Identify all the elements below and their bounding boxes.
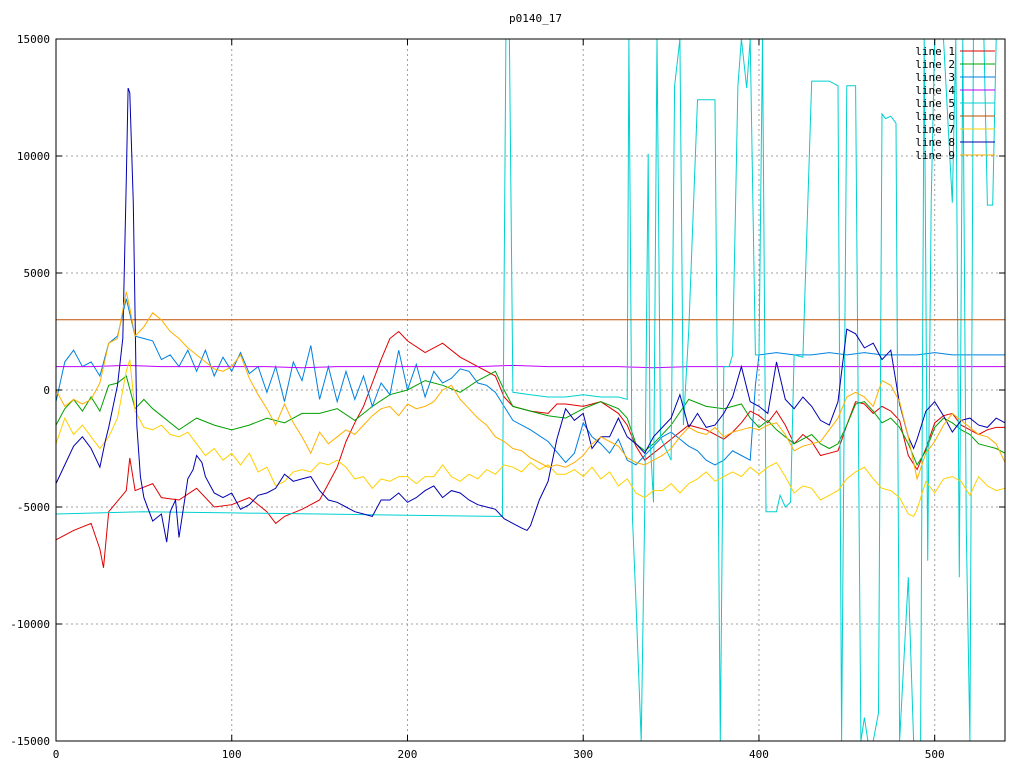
legend-label: line 5 xyxy=(915,97,955,110)
legend-label: line 2 xyxy=(915,58,955,71)
y-tick-label: -10000 xyxy=(10,618,50,631)
grid xyxy=(56,39,1005,741)
legend-label: line 7 xyxy=(915,123,955,136)
series-line-1 xyxy=(55,330,1005,568)
x-tick-label: 500 xyxy=(925,748,945,761)
y-tick-label: 0 xyxy=(43,384,50,397)
legend-label: line 3 xyxy=(915,71,955,84)
axis-ticks: -15000 -10000 -5000 0 5000 10000 15000 0 100 200 3… xyxy=(10,33,1005,761)
x-tick-label: 0 xyxy=(53,748,60,761)
legend-label: line 6 xyxy=(915,110,955,123)
legend-label: line 1 xyxy=(915,45,955,58)
series-line-7 xyxy=(55,359,1006,518)
y-tick-label: 5000 xyxy=(24,267,51,280)
y-tick-label: 10000 xyxy=(17,150,50,163)
chart-title: p0140_17 xyxy=(509,12,562,25)
legend-label: line 9 xyxy=(915,149,955,162)
legend-label: line 8 xyxy=(915,136,955,149)
x-tick-label: 100 xyxy=(222,748,242,761)
series-line-3 xyxy=(55,298,1005,466)
series-line-2 xyxy=(55,370,1006,466)
y-tick-label: -5000 xyxy=(17,501,50,514)
series-line-8 xyxy=(55,87,1006,543)
series-line-4 xyxy=(56,364,1005,369)
x-tick-label: 200 xyxy=(398,748,418,761)
y-tick-label: -15000 xyxy=(10,735,50,748)
y-tick-label: 15000 xyxy=(17,33,50,46)
x-tick-label: 400 xyxy=(749,748,769,761)
legend-label: line 4 xyxy=(915,84,955,97)
x-tick-label: 300 xyxy=(573,748,593,761)
series-line-9 xyxy=(55,291,1006,481)
